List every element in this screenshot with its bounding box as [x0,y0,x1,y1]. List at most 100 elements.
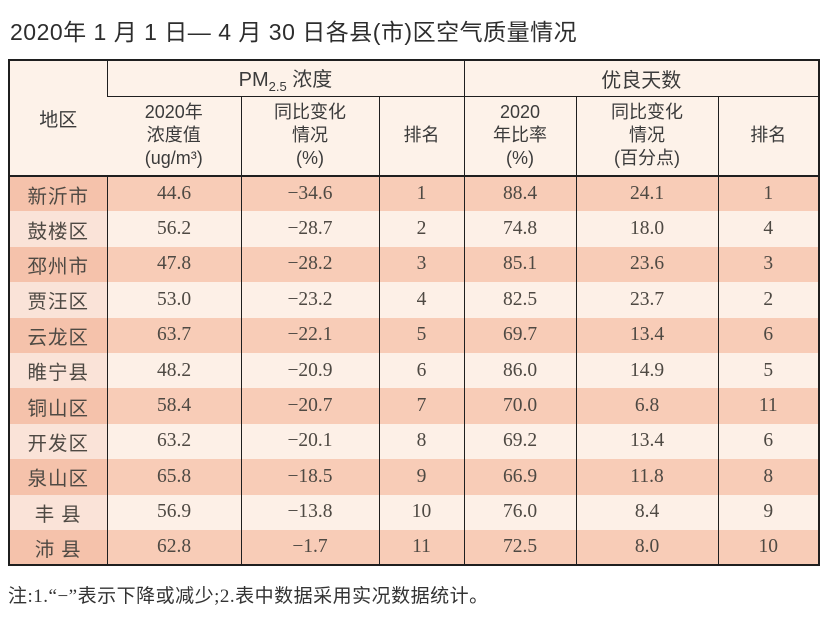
good-rate-cell: 70.0 [463,388,576,424]
region-cell: 邳州市 [9,246,107,283]
pm-change-cell: −18.5 [240,459,379,495]
good-rate-cell: 86.0 [463,352,576,389]
good-rank-cell: 9 [717,494,820,530]
pm25-label-subscript: 2.5 [268,78,287,94]
good-rank-cell: 6 [717,317,820,353]
good-rate-cell: 85.1 [463,246,576,283]
pm-change-cell: −23.2 [240,282,379,318]
good-rank-cell: 8 [717,459,820,495]
pm-change-cell: −22.1 [240,317,379,353]
pm-value-cell: 62.8 [106,529,241,566]
region-column-header: 地区 [9,60,107,177]
pm-rank-cell: 2 [378,211,464,247]
pm-value-cell: 44.6 [106,176,241,212]
pm-rank-cell: 5 [378,317,464,353]
good-change-cell: 24.1 [575,176,718,212]
region-cell: 鼓楼区 [9,211,107,247]
good-rank-cell: 10 [717,529,820,566]
region-cell: 沛 县 [9,529,107,566]
pm-rank-cell: 8 [378,423,464,460]
pm-value-cell: 47.8 [106,246,241,283]
good-change-cell: 8.4 [575,494,718,530]
table-body: 新沂市 44.6 −34.6 1 88.4 24.1 1 鼓楼区 56.2 −2… [9,176,820,566]
table-row: 丰 县 56.9 −13.8 10 76.0 8.4 9 [9,494,820,530]
pm-value-cell: 65.8 [106,459,241,495]
pm-rank-cell: 7 [378,388,464,424]
good-change-cell: 13.4 [575,423,718,460]
good-rank-column-header: 排名 [717,96,820,177]
pm25-label-suffix: 浓度 [286,68,333,91]
table-row: 睢宁县 48.2 −20.9 6 86.0 14.9 5 [9,352,820,389]
good-rate-cell: 66.9 [463,459,576,495]
table-row: 铜山区 58.4 −20.7 7 70.0 6.8 11 [9,388,820,424]
pm-change-cell: −20.1 [240,423,379,460]
good-days-group-header: 优良天数 [463,60,820,97]
good-rate-column-header: 2020 年比率 (%) [463,96,576,177]
good-rank-cell: 1 [717,176,820,212]
pm-rank-cell: 3 [378,246,464,283]
table-row: 沛 县 62.8 −1.7 11 72.5 8.0 10 [9,529,820,566]
good-change-cell: 13.4 [575,317,718,353]
pm-value-cell: 58.4 [106,388,241,424]
good-rate-cell: 72.5 [463,529,576,566]
region-cell: 睢宁县 [9,352,107,389]
pm-rank-cell: 1 [378,176,464,212]
pm-value-cell: 63.7 [106,317,241,353]
pm-rank-cell: 6 [378,352,464,389]
good-rank-cell: 4 [717,211,820,247]
pm-rank-cell: 4 [378,282,464,318]
region-cell: 开发区 [9,423,107,460]
good-change-cell: 8.0 [575,529,718,566]
good-rate-cell: 88.4 [463,176,576,212]
table-row: 鼓楼区 56.2 −28.7 2 74.8 18.0 4 [9,211,820,247]
region-cell: 泉山区 [9,459,107,495]
pm-change-cell: −20.7 [240,388,379,424]
table-row: 开发区 63.2 −20.1 8 69.2 13.4 6 [9,423,820,460]
region-cell: 贾汪区 [9,282,107,318]
pm25-label-prefix: PM [238,68,269,91]
good-rate-cell: 74.8 [463,211,576,247]
good-change-cell: 14.9 [575,352,718,389]
pm-rank-cell: 9 [378,459,464,495]
good-rate-cell: 69.7 [463,317,576,353]
pm-value-cell: 56.9 [106,494,241,530]
good-rate-cell: 69.2 [463,423,576,460]
pm-value-cell: 56.2 [106,211,241,247]
pm-change-cell: −34.6 [240,176,379,212]
pm-change-cell: −28.2 [240,246,379,283]
table-row: 邳州市 47.8 −28.2 3 85.1 23.6 3 [9,246,820,283]
pm-value-column-header: 2020年 浓度值 (ug/m³) [107,96,241,177]
table-row: 泉山区 65.8 −18.5 9 66.9 11.8 8 [9,459,820,495]
pm25-group-header: PM2.5 浓度 [106,60,464,97]
table-header: 地区 PM2.5 浓度 优良天数 2020年 浓度值 (ug/m³) 同比变化 … [9,60,820,177]
pm-rank-cell: 11 [378,529,464,566]
region-cell: 新沂市 [9,176,107,212]
pm-change-cell: −28.7 [240,211,379,247]
footnote: 注:1.“−”表示下降或减少;2.表中数据采用实况数据统计。 [8,586,489,608]
good-rate-cell: 82.5 [463,282,576,318]
good-rank-cell: 5 [717,352,820,389]
good-change-cell: 6.8 [575,388,718,424]
pm-change-cell: −20.9 [240,352,379,389]
header-group-row: 地区 PM2.5 浓度 优良天数 [9,60,820,177]
good-rate-cell: 76.0 [463,494,576,530]
page-title: 2020年 1 月 1 日— 4 月 30 日各县(市)区空气质量情况 [10,19,578,45]
pm-change-cell: −13.8 [240,494,379,530]
good-change-cell: 18.0 [575,211,718,247]
good-rank-cell: 2 [717,282,820,318]
pm-rank-column-header: 排名 [378,96,464,177]
air-quality-table: 地区 PM2.5 浓度 优良天数 2020年 浓度值 (ug/m³) 同比变化 … [8,59,821,567]
region-cell: 铜山区 [9,388,107,424]
good-change-cell: 23.6 [575,246,718,283]
good-rank-cell: 3 [717,246,820,283]
good-change-column-header: 同比变化 情况 (百分点) [575,96,718,177]
table-row: 云龙区 63.7 −22.1 5 69.7 13.4 6 [9,317,820,353]
good-change-cell: 23.7 [575,282,718,318]
pm-value-cell: 53.0 [106,282,241,318]
header-columns-row: 2020年 浓度值 (ug/m³) 同比变化 情况 (%) 排名 2020 年比… [9,96,820,177]
good-rank-cell: 11 [717,388,820,424]
good-rank-cell: 6 [717,423,820,460]
pm-change-column-header: 同比变化 情况 (%) [240,96,379,177]
pm-change-cell: −1.7 [240,529,379,566]
